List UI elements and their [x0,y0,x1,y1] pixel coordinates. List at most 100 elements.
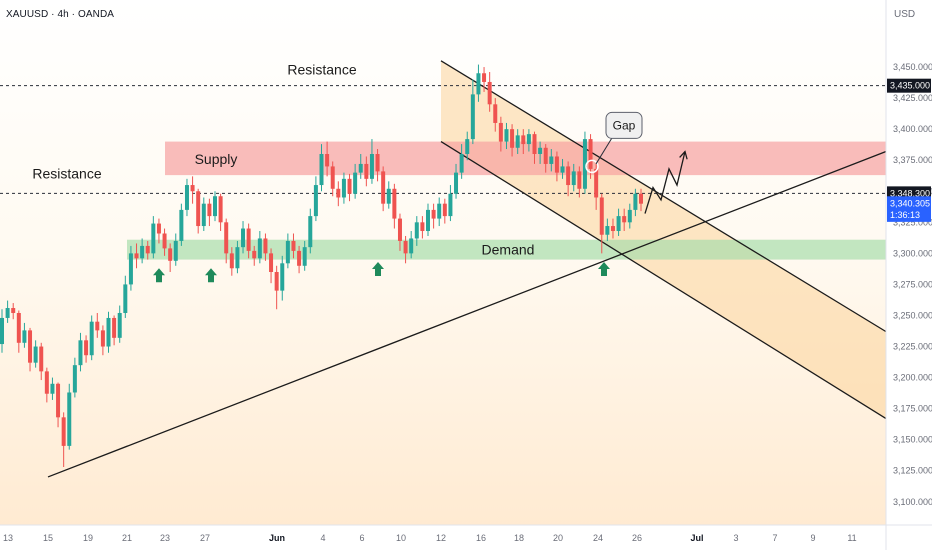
candle-body [95,321,100,331]
candle-body [515,135,520,148]
candles-layer [0,64,643,468]
candle-body [257,238,262,259]
candle-body [622,216,627,223]
time-tick-label: 18 [514,533,524,543]
price-tick-label: 3,375.000 [893,155,932,165]
candle-body [297,250,302,266]
candle-body [72,365,77,393]
time-tick-label: 3 [733,533,738,543]
candle-body [5,308,10,318]
candle-body [448,193,453,217]
price-tick-label: 3,250.000 [893,310,932,320]
time-tick-label: 7 [772,533,777,543]
candle-body [229,253,234,269]
channel-top-line [440,60,887,333]
demand-label: Demand [482,242,535,258]
price-tick-label: 3,325.000 [893,217,932,227]
price-tag-label: 1:36:13 [890,210,920,220]
ascending-trendline [47,150,887,478]
time-tick-label: 6 [359,533,364,543]
annotations-layer: Gap Resistance Resistance Supply Demand [32,62,688,283]
price-tick-label: 3,425.000 [893,93,932,103]
candle-body [319,154,324,186]
candle-body [156,223,161,234]
candle-body [571,171,576,186]
candle-body [112,317,117,338]
candle-body [184,185,189,210]
candle-body [347,178,352,194]
candle-body [56,383,61,418]
time-tick-label: Jul [690,533,703,543]
price-tag [887,196,931,211]
candle-body [577,171,582,189]
symbol-label[interactable]: XAUUSD · 4h · OANDA [6,9,115,20]
candle-body [280,263,285,291]
candle-body [269,253,274,272]
candle-body [459,154,464,173]
candle-body [381,171,386,204]
projection-arrowhead [679,150,688,160]
time-tick-label: 11 [847,533,856,543]
candle-body [549,156,554,164]
price-tick-label: 3,125.000 [893,466,932,476]
candle-body [128,253,133,285]
candle-body [397,218,402,241]
candle-body [610,226,615,232]
resistance-mid-label: Resistance [32,165,101,181]
candle-body [106,317,111,347]
candle-body [392,188,397,219]
candle-body [364,163,369,179]
candle-body [521,135,526,145]
price-tick-label: 3,200.000 [893,373,932,383]
candle-body [409,238,414,254]
candle-body [213,196,217,217]
candle-body [616,216,621,232]
up-arrow-icon [153,268,165,283]
time-axis[interactable] [0,525,932,550]
time-tick-label: 16 [476,533,486,543]
supply-label: Supply [195,151,238,167]
price-tag [887,78,931,93]
candle-body [140,245,145,259]
candle-body [341,178,346,198]
price-tag-label: 3,435.000 [890,81,930,91]
time-tick-label: 23 [160,533,170,543]
candle-body [330,166,335,189]
candle-body [560,166,565,173]
candle-body [599,197,604,235]
candle-body [420,222,425,232]
candle-body [403,240,408,254]
gap-callout-box [605,111,643,139]
candle-body [291,240,296,251]
candle-body [510,129,515,148]
candle-body [566,166,571,186]
candle-body [532,134,537,154]
time-tick-label: 26 [632,533,642,543]
time-tick-label: 20 [553,533,563,543]
candle-body [476,73,481,95]
candle-body [117,312,122,338]
price-tick-label: 3,175.000 [893,404,932,414]
candle-body [526,134,531,145]
gap-label: Gap [613,118,636,132]
candle-body [454,172,459,194]
candle-body [353,172,358,194]
currency-label[interactable]: USD [894,9,916,20]
candle-body [11,308,16,313]
candle-body [369,154,374,179]
candle-body [22,330,27,343]
candle-body [28,330,33,363]
candle-body [84,340,89,356]
candle-body [431,209,436,219]
candle-body [470,94,475,140]
price-tick-label: 3,100.000 [893,497,932,507]
candle-body [201,203,206,227]
candle-body [538,147,543,154]
price-tick-label: 3,275.000 [893,279,932,289]
candle-body [61,417,66,446]
candle-body [482,73,487,82]
candle-body [308,216,313,248]
candle-body [134,253,139,259]
